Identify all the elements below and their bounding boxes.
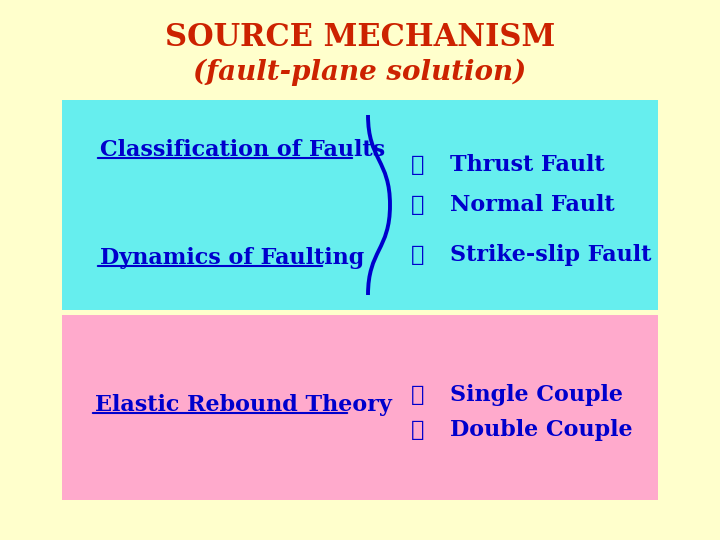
Text: Classification of Faults: Classification of Faults [100, 139, 385, 161]
Text: Elastic Rebound Theory: Elastic Rebound Theory [95, 394, 392, 416]
Text: Single Couple: Single Couple [450, 384, 623, 406]
FancyBboxPatch shape [62, 315, 658, 500]
Text: ❖: ❖ [411, 419, 425, 441]
Text: ❖: ❖ [411, 154, 425, 176]
Text: Dynamics of Faulting: Dynamics of Faulting [100, 247, 364, 269]
Text: Double Couple: Double Couple [450, 419, 633, 441]
Text: Thrust Fault: Thrust Fault [450, 154, 605, 176]
FancyBboxPatch shape [62, 100, 658, 310]
Text: SOURCE MECHANISM: SOURCE MECHANISM [165, 23, 555, 53]
Text: ❖: ❖ [411, 194, 425, 216]
Text: Strike-slip Fault: Strike-slip Fault [450, 244, 652, 266]
Text: ❖: ❖ [411, 244, 425, 266]
Text: Normal Fault: Normal Fault [450, 194, 615, 216]
Text: ❖: ❖ [411, 384, 425, 406]
Text: (fault-plane solution): (fault-plane solution) [194, 58, 526, 86]
